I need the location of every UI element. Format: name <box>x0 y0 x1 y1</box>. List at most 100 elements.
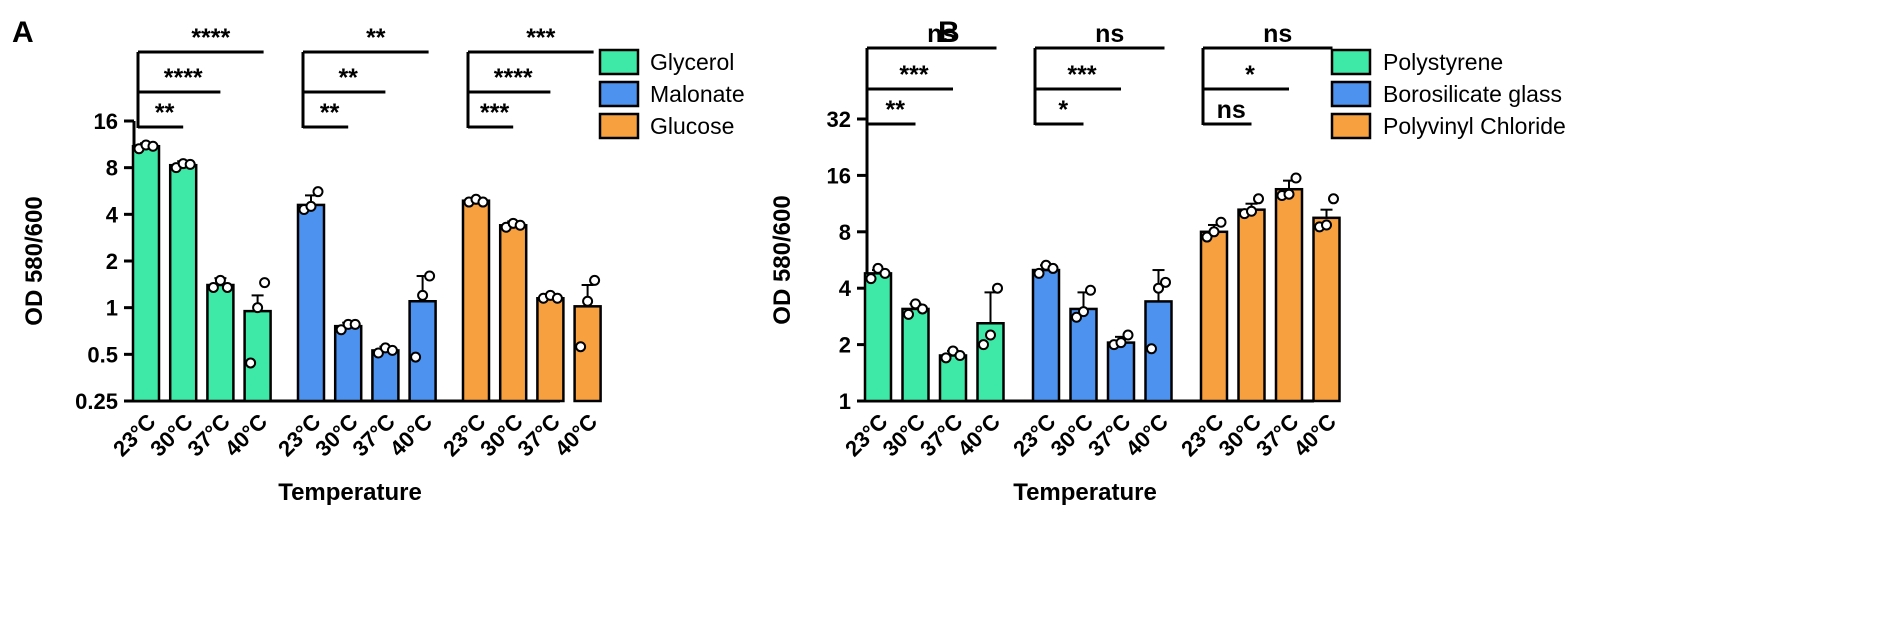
panel-a-significance-label: **** <box>164 64 203 92</box>
panel-b-category-label: 40°C <box>953 409 1006 462</box>
panel-a-data-point <box>575 341 587 353</box>
panel-a-significance-label: ** <box>366 24 386 52</box>
panel-a-data-point <box>372 347 384 359</box>
panel-b-data-point <box>1246 205 1257 217</box>
panel-b-data-point <box>1283 188 1295 200</box>
panel-b-category-label: 37°C <box>1083 409 1136 462</box>
panel-a-y-tick-label: 16 <box>94 109 118 134</box>
panel-a-bar <box>573 305 602 403</box>
panel-a-y-tick-label: 8 <box>106 156 118 181</box>
panel-a-data-point <box>184 158 196 170</box>
panel-a-y-tick-label: 4 <box>106 202 119 227</box>
panel-b-data-point <box>1071 311 1082 323</box>
panel-a-y-tick-label: 0.25 <box>75 389 118 414</box>
panel-b-category-label: 40°C <box>1289 409 1342 462</box>
panel-a-y-tick-label: 2 <box>106 249 118 274</box>
panel-b-data-point <box>1047 262 1059 274</box>
panel-b-legend-label: Borosilicate glass <box>1383 81 1562 107</box>
panel-b-significance-label: * <box>1058 96 1068 124</box>
panel-b-bar <box>1199 230 1229 403</box>
panel-a-data-point <box>514 219 526 231</box>
panel-a-data-point <box>221 281 233 293</box>
panel-a-bar <box>296 203 326 403</box>
panel-a-data-point <box>207 281 219 293</box>
panel-b-data-point <box>1253 193 1264 205</box>
panel-b-category-label: 30°C <box>1046 409 1099 462</box>
panel-b-significance-label: ns <box>927 20 956 48</box>
panel-b-x-axis-title: Temperature <box>1013 479 1157 506</box>
panel-a-data-point <box>551 292 563 304</box>
panel-a-data-point <box>410 351 422 363</box>
panel-a-legend-label: Glucose <box>650 113 734 139</box>
panel-a-x-axis-title: Temperature <box>278 479 422 506</box>
panel-b-data-point <box>940 352 952 364</box>
panel-b-y-tick-label: 16 <box>827 163 851 188</box>
panel-b-data-point <box>1122 329 1134 341</box>
panel-a-bar <box>333 324 363 403</box>
panel-a-significance-label: ** <box>320 99 340 127</box>
panel-b-bar <box>1274 187 1304 403</box>
panel-b-y-tick-label: 32 <box>827 107 851 132</box>
panel-b-data-point <box>985 329 996 341</box>
panel-b-category-label: 40°C <box>1121 409 1174 462</box>
panel-b-data-point <box>917 303 928 315</box>
panel-b-y-tick-label: 4 <box>839 276 852 301</box>
panel-b-y-tick-label: 2 <box>839 333 851 358</box>
panel-b-data-point <box>1115 337 1127 349</box>
panel-a-significance-label: *** <box>526 24 555 52</box>
panel-a-bar <box>536 297 565 403</box>
panel-b-bar <box>863 272 893 403</box>
panel-b-legend-label: Polystyrene <box>1383 49 1503 75</box>
panel-letter-a: A <box>12 16 34 49</box>
panel-b-data-point <box>910 298 921 310</box>
panel-b-y-tick-label: 8 <box>839 220 851 245</box>
panel-a-bar <box>498 224 528 403</box>
panel-b-significance-label: *** <box>899 61 928 89</box>
panel-b-legend-swatch <box>1330 48 1372 76</box>
panel-a-data-point <box>335 324 347 336</box>
panel-a-legend-label: Malonate <box>650 81 745 107</box>
panel-a-bar <box>243 309 272 403</box>
panel-b-legend-label: Polyvinyl Chloride <box>1383 113 1566 139</box>
panel-b-category-label: 23°C <box>1008 409 1061 462</box>
panel-a-data-point <box>424 270 436 282</box>
panel-a-data-point <box>417 289 429 301</box>
panel-a-data-point <box>386 344 398 356</box>
panel-a-legend-label: Glycerol <box>650 49 734 75</box>
panel-a-data-point <box>147 140 159 152</box>
panel-b-significance-label: * <box>1245 61 1255 89</box>
panel-b-significance-label: ns <box>1217 96 1246 124</box>
panel-a-category-label: 40°C <box>385 409 438 462</box>
panel-b-bar <box>1312 216 1341 403</box>
panel-letter-b: B <box>938 16 960 49</box>
panel-a-bar <box>461 199 491 403</box>
panel-a-significance-label: *** <box>480 99 509 127</box>
panel-b-category-label: 30°C <box>878 409 931 462</box>
panel-b-category-label: 37°C <box>915 409 968 462</box>
panel-b-data-point <box>1078 306 1089 318</box>
panel-a-category-label: 40°C <box>220 409 273 462</box>
panel-b-y-tick-label: 1 <box>839 389 851 414</box>
panel-a-significance-label: ** <box>155 99 175 127</box>
panel-b-legend-swatch <box>1330 112 1372 140</box>
panel-a-category-label: 40°C <box>550 409 603 462</box>
panel-b-data-point <box>1033 267 1045 279</box>
panel-b-data-point <box>865 273 877 285</box>
panel-b-data-point <box>992 282 1003 294</box>
panel-b-significance-label: *** <box>1067 61 1096 89</box>
panel-b-significance-label: ** <box>886 96 906 124</box>
panel-b-bar <box>1069 307 1098 403</box>
panel-a-bar <box>206 283 235 403</box>
panel-b-bar <box>1144 300 1173 403</box>
panel-a-data-point <box>259 277 271 289</box>
panel-a-data-point <box>245 357 257 369</box>
panel-a-legend-swatch <box>598 112 640 140</box>
panel-b-category-label: 23°C <box>840 409 893 462</box>
panel-a-data-point <box>349 318 361 330</box>
panel-b-data-point <box>903 308 914 320</box>
panel-b-data-point <box>1321 219 1332 231</box>
panel-b-data-point <box>879 267 891 279</box>
panel-a-significance-label: ** <box>338 64 358 92</box>
